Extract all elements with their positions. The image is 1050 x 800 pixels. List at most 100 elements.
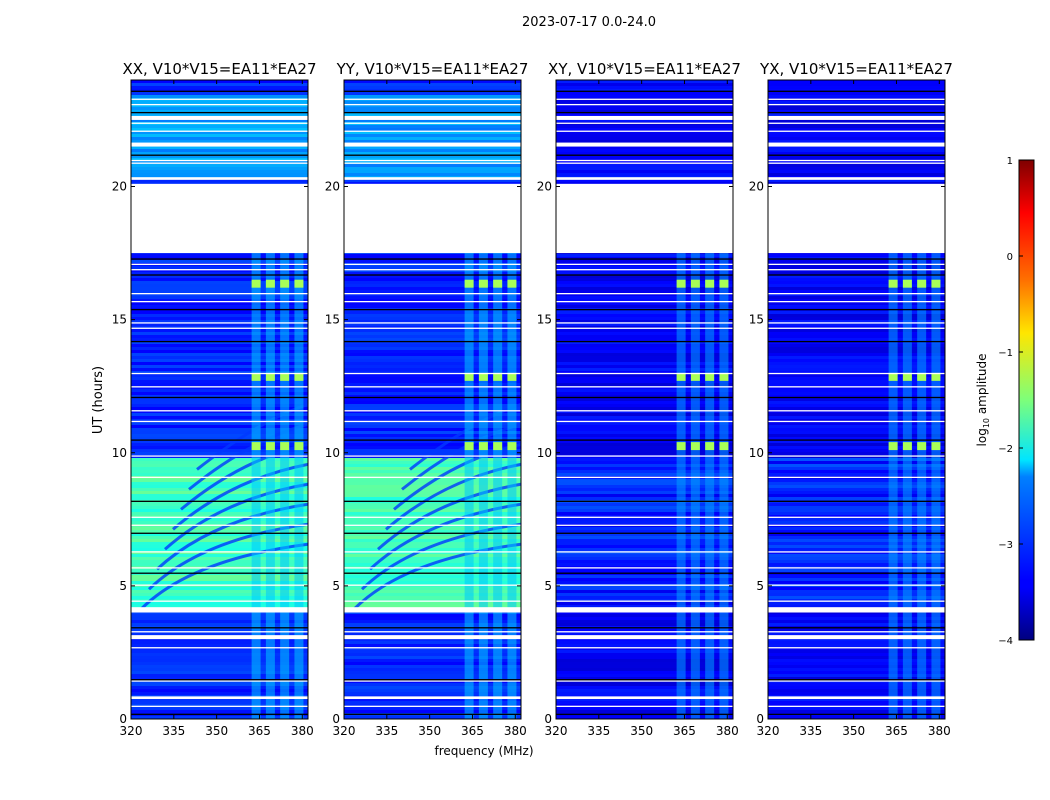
- flag-line: [344, 572, 521, 574]
- heatmap-row: [344, 554, 521, 558]
- heatmap-row: [131, 467, 308, 471]
- heatmap-row: [768, 698, 945, 702]
- flag-line: [131, 476, 308, 479]
- heatmap-row: [556, 119, 733, 123]
- flag-line: [131, 584, 308, 586]
- flag-line: [768, 263, 945, 266]
- heatmap-row: [131, 539, 308, 543]
- heatmap-row: [344, 347, 521, 351]
- heatmap-row: [131, 164, 308, 168]
- heatmap-row: [344, 278, 521, 282]
- heatmap-row: [556, 347, 733, 351]
- heatmap-row: [131, 698, 308, 702]
- heatmap-row: [131, 158, 308, 162]
- heatmap-body: [556, 80, 733, 719]
- heatmap-row: [768, 386, 945, 390]
- heatmap-row: [768, 341, 945, 345]
- heatmap-row: [768, 680, 945, 684]
- flag-line: [768, 551, 945, 553]
- flag-line: [556, 122, 733, 124]
- heatmap-row: [344, 155, 521, 159]
- heatmap-row: [131, 167, 308, 171]
- heatmap-row: [344, 290, 521, 294]
- flag-line: [768, 111, 945, 114]
- heatmap-row: [131, 272, 308, 276]
- heatmap-row: [344, 101, 521, 105]
- rfi-channel: [676, 253, 686, 719]
- heatmap-row: [556, 137, 733, 141]
- heatmap-row: [768, 533, 945, 537]
- heatmap-row: [344, 653, 521, 657]
- heatmap-row: [768, 545, 945, 549]
- heatmap-row: [131, 338, 308, 342]
- heatmap-row: [556, 686, 733, 690]
- heatmap-row: [344, 368, 521, 372]
- flag-line: [131, 705, 308, 707]
- colorbar-label-log: log: [975, 428, 989, 446]
- heatmap-row: [131, 347, 308, 351]
- flagged-block: [344, 607, 521, 613]
- y-tick-label: 5: [119, 579, 127, 593]
- heatmap-row: [768, 434, 945, 438]
- flag-line: [556, 90, 733, 92]
- heatmap-row: [344, 590, 521, 594]
- heatmap-row: [556, 683, 733, 687]
- heatmap-row: [768, 311, 945, 315]
- heatmap-row: [768, 449, 945, 453]
- heatmap-row: [344, 707, 521, 711]
- x-tick-label: 365: [673, 724, 696, 738]
- heatmap-row: [556, 260, 733, 264]
- heatmap-row: [131, 554, 308, 558]
- heatmap-row: [344, 95, 521, 99]
- flag-line: [131, 600, 308, 602]
- heatmap-row: [768, 389, 945, 393]
- heatmap-row: [344, 86, 521, 90]
- heatmap-row: [344, 668, 521, 672]
- heatmap-row: [131, 485, 308, 489]
- rfi-burst: [507, 442, 517, 451]
- heatmap-row: [344, 374, 521, 378]
- heatmap-row: [344, 602, 521, 606]
- heatmap-row: [131, 653, 308, 657]
- heatmap-row: [768, 110, 945, 114]
- heatmap-row: [556, 668, 733, 672]
- heatmap-row: [768, 80, 945, 84]
- heatmap-row: [556, 464, 733, 468]
- heatmap-row: [768, 119, 945, 123]
- heatmap-row: [556, 434, 733, 438]
- rfi-burst: [705, 279, 715, 288]
- flag-line: [131, 340, 308, 343]
- flag-line: [768, 584, 945, 586]
- heatmap-row: [344, 314, 521, 318]
- heatmap-row: [556, 377, 733, 381]
- heatmap-row: [344, 623, 521, 627]
- heatmap-row: [131, 101, 308, 105]
- rfi-channel: [251, 253, 261, 719]
- heatmap-row: [556, 428, 733, 432]
- heatmap-row: [344, 701, 521, 705]
- heatmap-row: [344, 530, 521, 534]
- colorbar-label-sub: 10: [982, 418, 991, 428]
- heatmap-row: [344, 569, 521, 573]
- heatmap-row: [768, 284, 945, 288]
- heatmap-row: [344, 332, 521, 336]
- rfi-channel: [690, 253, 700, 719]
- heatmap-row: [556, 560, 733, 564]
- heatmap-row: [768, 536, 945, 540]
- flag-line: [131, 713, 308, 715]
- heatmap-row: [768, 92, 945, 96]
- heatmap-row: [556, 563, 733, 567]
- heatmap-row: [768, 623, 945, 627]
- flag-line: [131, 103, 308, 106]
- heatmap-row: [768, 419, 945, 423]
- heatmap-row: [768, 509, 945, 513]
- heatmap-row: [768, 299, 945, 303]
- heatmap-row: [768, 692, 945, 696]
- flag-line: [556, 322, 733, 324]
- heatmap-row: [556, 431, 733, 435]
- rfi-burst: [690, 279, 700, 288]
- heatmap-row: [556, 290, 733, 294]
- heatmap-row: [556, 80, 733, 84]
- flag-line: [556, 524, 733, 526]
- heatmap-row: [556, 422, 733, 426]
